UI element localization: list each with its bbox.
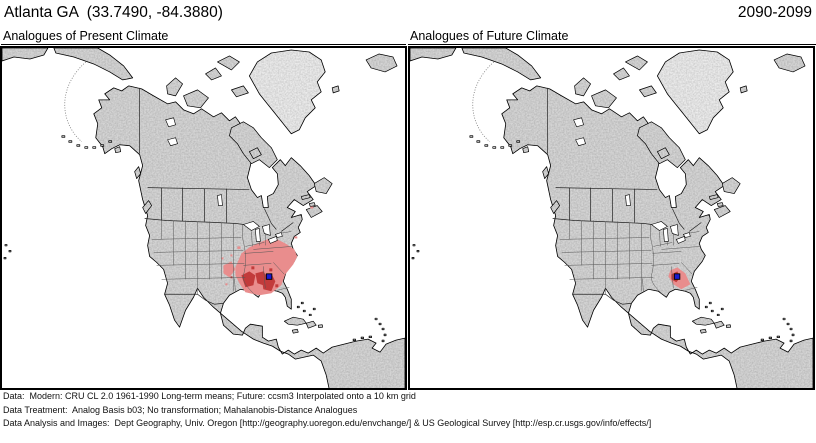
footer-analysis-credits: Data Analysis and Images: Dept Geography… xyxy=(3,418,652,429)
page-title-period: 2090-2099 xyxy=(737,4,812,21)
analog-speck xyxy=(225,283,228,286)
map-panel-future xyxy=(408,46,815,390)
footer-data-treatment: Data Treatment: Analog Basis b03; No tra… xyxy=(3,404,358,415)
map-present xyxy=(2,48,405,388)
subtitle-present-climate: Analogues of Present Climate xyxy=(1,29,406,45)
analog-speck xyxy=(294,236,298,239)
analog-speck xyxy=(310,206,314,209)
footer-data-sources: Data: Modern: CRU CL 2.0 1961-1990 Long-… xyxy=(3,391,416,401)
analog-dark-speck xyxy=(269,268,273,272)
analog-dark-speck xyxy=(230,276,233,279)
target-location-marker xyxy=(673,273,681,280)
analog-dark-speck xyxy=(251,266,255,270)
analog-speck xyxy=(237,246,241,249)
analog-light-arkansas-patch xyxy=(223,261,236,278)
analog-dark-speck xyxy=(275,284,279,288)
subtitle-future-climate: Analogues of Future Climate xyxy=(408,29,816,45)
analog-speck xyxy=(230,254,233,257)
map-future xyxy=(410,48,813,388)
footer-credits: Data: Modern: CRU CL 2.0 1961-1990 Long-… xyxy=(0,390,816,431)
analog-speck xyxy=(221,257,224,260)
page-title-location: Atlanta GA (33.7490, -84.3880) xyxy=(4,4,223,21)
target-location-marker xyxy=(265,273,273,280)
map-panel-present xyxy=(0,46,407,390)
